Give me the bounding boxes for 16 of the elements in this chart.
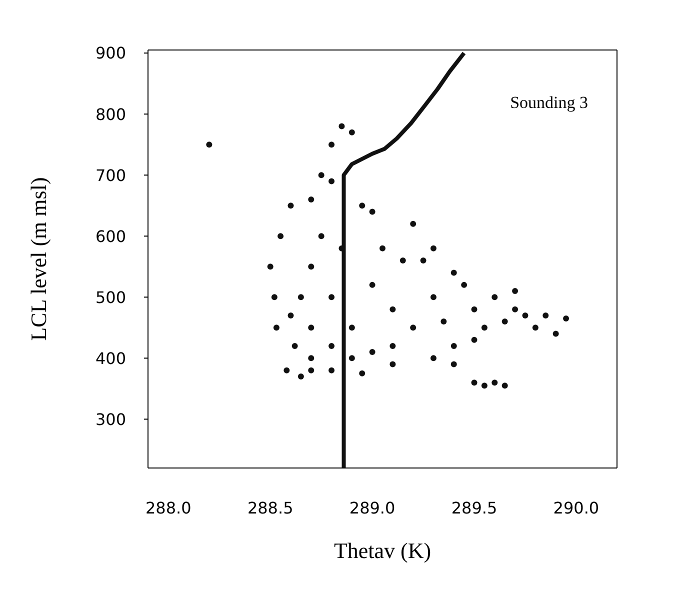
x-tick-label: 288.5	[247, 498, 294, 518]
y-tick-label: 300	[95, 410, 126, 429]
y-tick-label: 900	[95, 44, 126, 63]
x-tick-label: 288.0	[145, 498, 192, 518]
line-series	[342, 51, 466, 468]
y-axis-title: LCL level (m msl)	[26, 177, 51, 341]
y-tick-label: 500	[95, 288, 126, 307]
x-tick-label: 290.0	[553, 498, 600, 518]
y-tick-label: 800	[95, 104, 126, 124]
annotation: Sounding 3	[510, 93, 588, 113]
y-tick-label: 400	[95, 348, 126, 368]
x-tick-label: 289.0	[349, 498, 396, 518]
y-tick-label: 600	[95, 226, 126, 246]
y-tick-label: 700	[95, 166, 126, 185]
x-tick-label: 289.5	[451, 498, 498, 518]
x-axis-title: Thetav (K)	[334, 538, 432, 563]
